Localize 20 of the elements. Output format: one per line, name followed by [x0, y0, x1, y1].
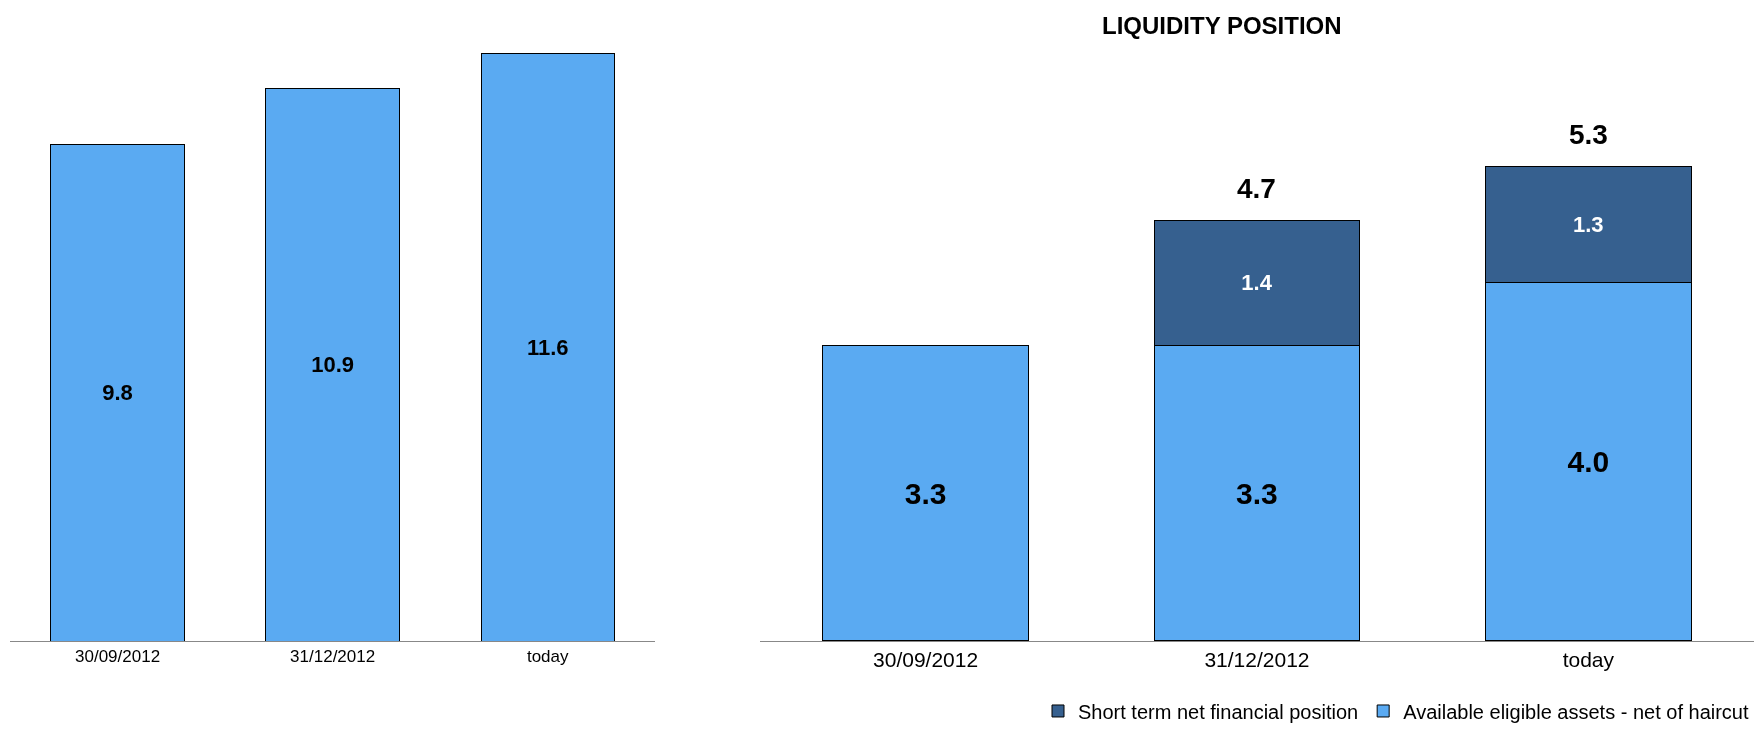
- chart-title: LIQUIDITY POSITION: [1102, 12, 1342, 39]
- x-tick-label: today: [526, 647, 570, 667]
- data-label: 1.4: [1241, 270, 1273, 296]
- bar: [822, 344, 1029, 641]
- total-label: 4.7: [1237, 173, 1276, 204]
- x-tick-label: 30/09/2012: [873, 648, 979, 672]
- data-label: 9.8: [102, 380, 133, 406]
- x-tick-label: 31/12/2012: [1204, 648, 1310, 672]
- data-label: 4.0: [1567, 445, 1610, 479]
- data-label: 10.9: [311, 352, 355, 378]
- data-label: 1.3: [1573, 211, 1604, 237]
- data-label: 11.6: [526, 334, 569, 360]
- x-tick-label: 31/12/2012: [290, 647, 376, 667]
- data-label: 3.3: [1236, 476, 1278, 510]
- x-tick-label: 30/09/2012: [75, 647, 161, 667]
- data-label: 3.3: [904, 476, 947, 510]
- x-tick-label: today: [1562, 648, 1615, 672]
- legend-label: Available eligible assets - net of haircut: [1403, 700, 1749, 723]
- legend-label: Short term net financial position: [1078, 700, 1359, 723]
- total-label: 5.3: [1569, 119, 1608, 150]
